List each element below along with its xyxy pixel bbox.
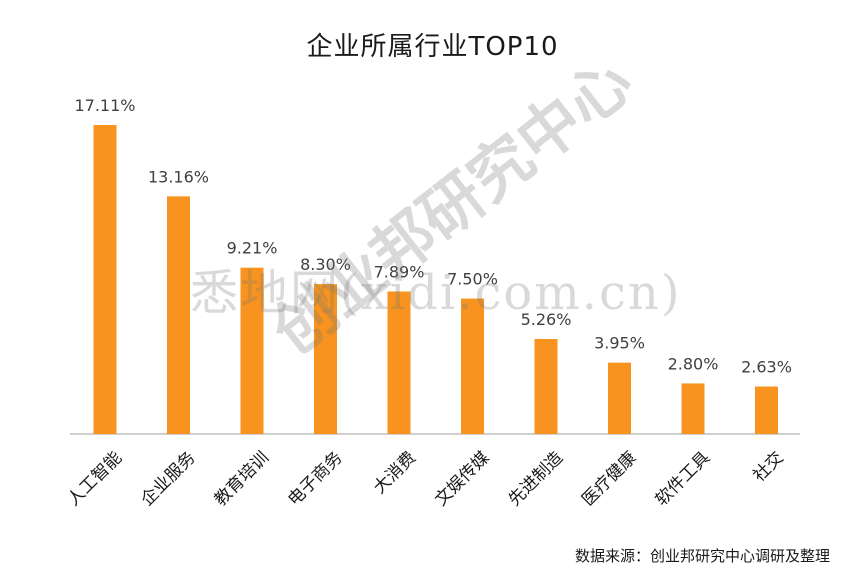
bar — [461, 298, 484, 434]
category-label: 医疗健康 — [578, 448, 640, 510]
category-label: 企业服务 — [137, 448, 199, 510]
source-note: 数据来源：创业邦研究中心调研及整理 — [574, 547, 830, 565]
data-label: 7.50% — [447, 270, 498, 289]
category-label: 大消费 — [370, 448, 420, 498]
category-label: 软件工具 — [652, 448, 714, 510]
bar — [314, 284, 337, 434]
bar — [608, 362, 631, 434]
category-label: 社交 — [749, 448, 787, 486]
category-label: 电子商务 — [284, 448, 346, 510]
bar — [387, 291, 411, 434]
bar — [755, 386, 778, 434]
data-label: 13.16% — [148, 167, 209, 186]
category-label: 文娱传媒 — [431, 448, 493, 510]
category-label: 先进制造 — [505, 448, 567, 510]
data-label: 9.21% — [227, 239, 278, 258]
data-label: 3.95% — [594, 334, 645, 353]
chart-title: 企业所属行业TOP10 — [306, 32, 559, 62]
data-label: 2.63% — [741, 358, 792, 377]
category-label: 人工智能 — [64, 448, 126, 510]
bar — [93, 125, 117, 434]
data-label: 17.11% — [74, 96, 135, 115]
data-label: 5.26% — [521, 310, 572, 329]
data-label: 8.30% — [300, 255, 351, 274]
bar — [167, 196, 190, 434]
bar — [534, 339, 558, 434]
bar — [240, 267, 264, 434]
category-label: 教育培训 — [211, 448, 273, 510]
data-label: 7.89% — [374, 263, 425, 282]
data-label: 2.80% — [668, 354, 719, 373]
bar — [681, 383, 705, 434]
